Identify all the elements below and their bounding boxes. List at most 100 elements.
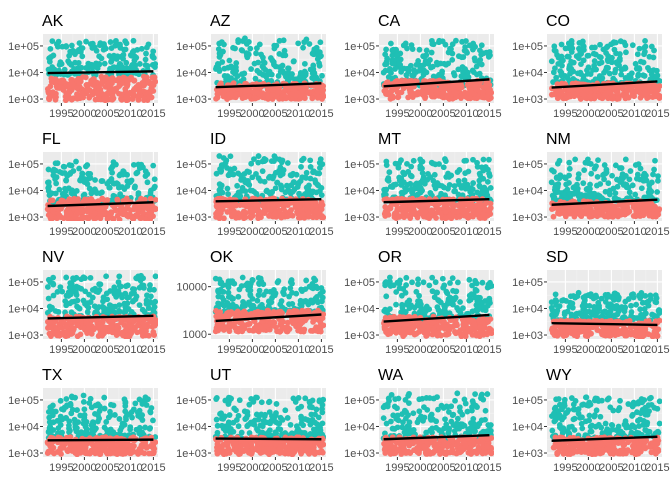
point-high [400,42,407,49]
point-high [625,184,632,191]
point-high [87,274,94,281]
x-tick-label: 2015 [645,108,669,120]
point-high [382,61,388,68]
point-low [121,75,128,81]
point-low [216,209,223,216]
point-high [636,45,643,52]
point-low [421,89,428,96]
point-high [618,165,625,171]
point-high [121,300,128,307]
y-tick-label: 1e+04 [8,185,39,197]
point-low [391,210,398,217]
point-low [266,326,273,333]
point-high [309,281,316,287]
point-high [148,187,154,194]
point-low [217,195,224,202]
x-tick-label: 1995 [553,226,577,238]
point-high [224,185,231,192]
point-high [551,47,558,54]
point-low [98,211,105,218]
x-tick-label: 1995 [385,108,409,120]
point-high [263,73,270,80]
point-high [119,184,126,190]
point-high [486,156,492,163]
point-high [295,40,302,47]
y-tick-label: 1e+04 [344,185,375,197]
point-high [622,173,629,179]
point-high [618,71,625,78]
point-high [60,163,67,170]
point-low [550,213,557,220]
point-high [411,67,417,74]
point-high [575,171,582,178]
x-tick-label: 2005 [599,108,623,120]
point-high [566,165,573,172]
point-high [425,60,432,67]
point-high [67,291,74,298]
x-tick-label: 2000 [408,344,432,356]
y-tick-label: 1e+05 [344,277,375,289]
x-tick-label: 2010 [454,344,478,356]
point-low [129,96,136,102]
point-high [593,163,599,170]
point-high [114,181,121,188]
point-low [318,206,325,213]
point-high [67,280,74,286]
point-high [279,52,286,59]
x-tick-label: 1995 [49,108,73,120]
point-low [74,322,81,329]
point-high [309,189,315,196]
point-high [548,179,555,186]
point-low [49,89,56,96]
point-low [216,215,223,221]
point-low [251,311,258,317]
point-low [279,310,285,317]
point-high [99,178,106,184]
point-low [477,215,483,221]
point-high [430,73,437,80]
y-tick-label: 1e+05 [176,159,207,171]
point-high [116,273,123,280]
point-low [629,88,635,94]
point-high [224,300,231,306]
point-low [585,208,592,215]
point-low [318,199,325,206]
point-high [555,189,562,195]
point-high [61,66,68,73]
point-low [69,330,76,337]
panel-title-co: CO [546,13,570,30]
point-low [626,208,633,215]
point-low [291,309,298,316]
point-low [66,318,73,325]
point-high [89,45,96,51]
point-high [244,50,251,57]
point-low [486,207,493,214]
point-low [599,84,606,91]
point-low [45,207,52,213]
point-high [62,298,69,305]
point-low [615,95,622,102]
point-high [109,306,116,313]
point-low [85,196,92,203]
x-tick-label: 2015 [309,108,333,120]
point-low [221,215,227,221]
point-high [473,63,480,70]
point-low [308,327,314,334]
point-low [428,207,435,214]
point-high [78,64,85,71]
point-low [138,328,145,335]
point-low [77,331,84,338]
point-high [212,275,219,282]
point-high [460,182,467,189]
point-high [595,157,601,164]
point-low [484,94,491,100]
y-tick-label: 1e+04 [344,303,375,315]
x-tick-label: 2000 [72,344,96,356]
point-high [230,44,236,51]
point-high [50,52,57,59]
point-high [216,153,223,159]
point-high [469,186,476,193]
point-low [118,91,125,98]
point-high [383,186,390,193]
